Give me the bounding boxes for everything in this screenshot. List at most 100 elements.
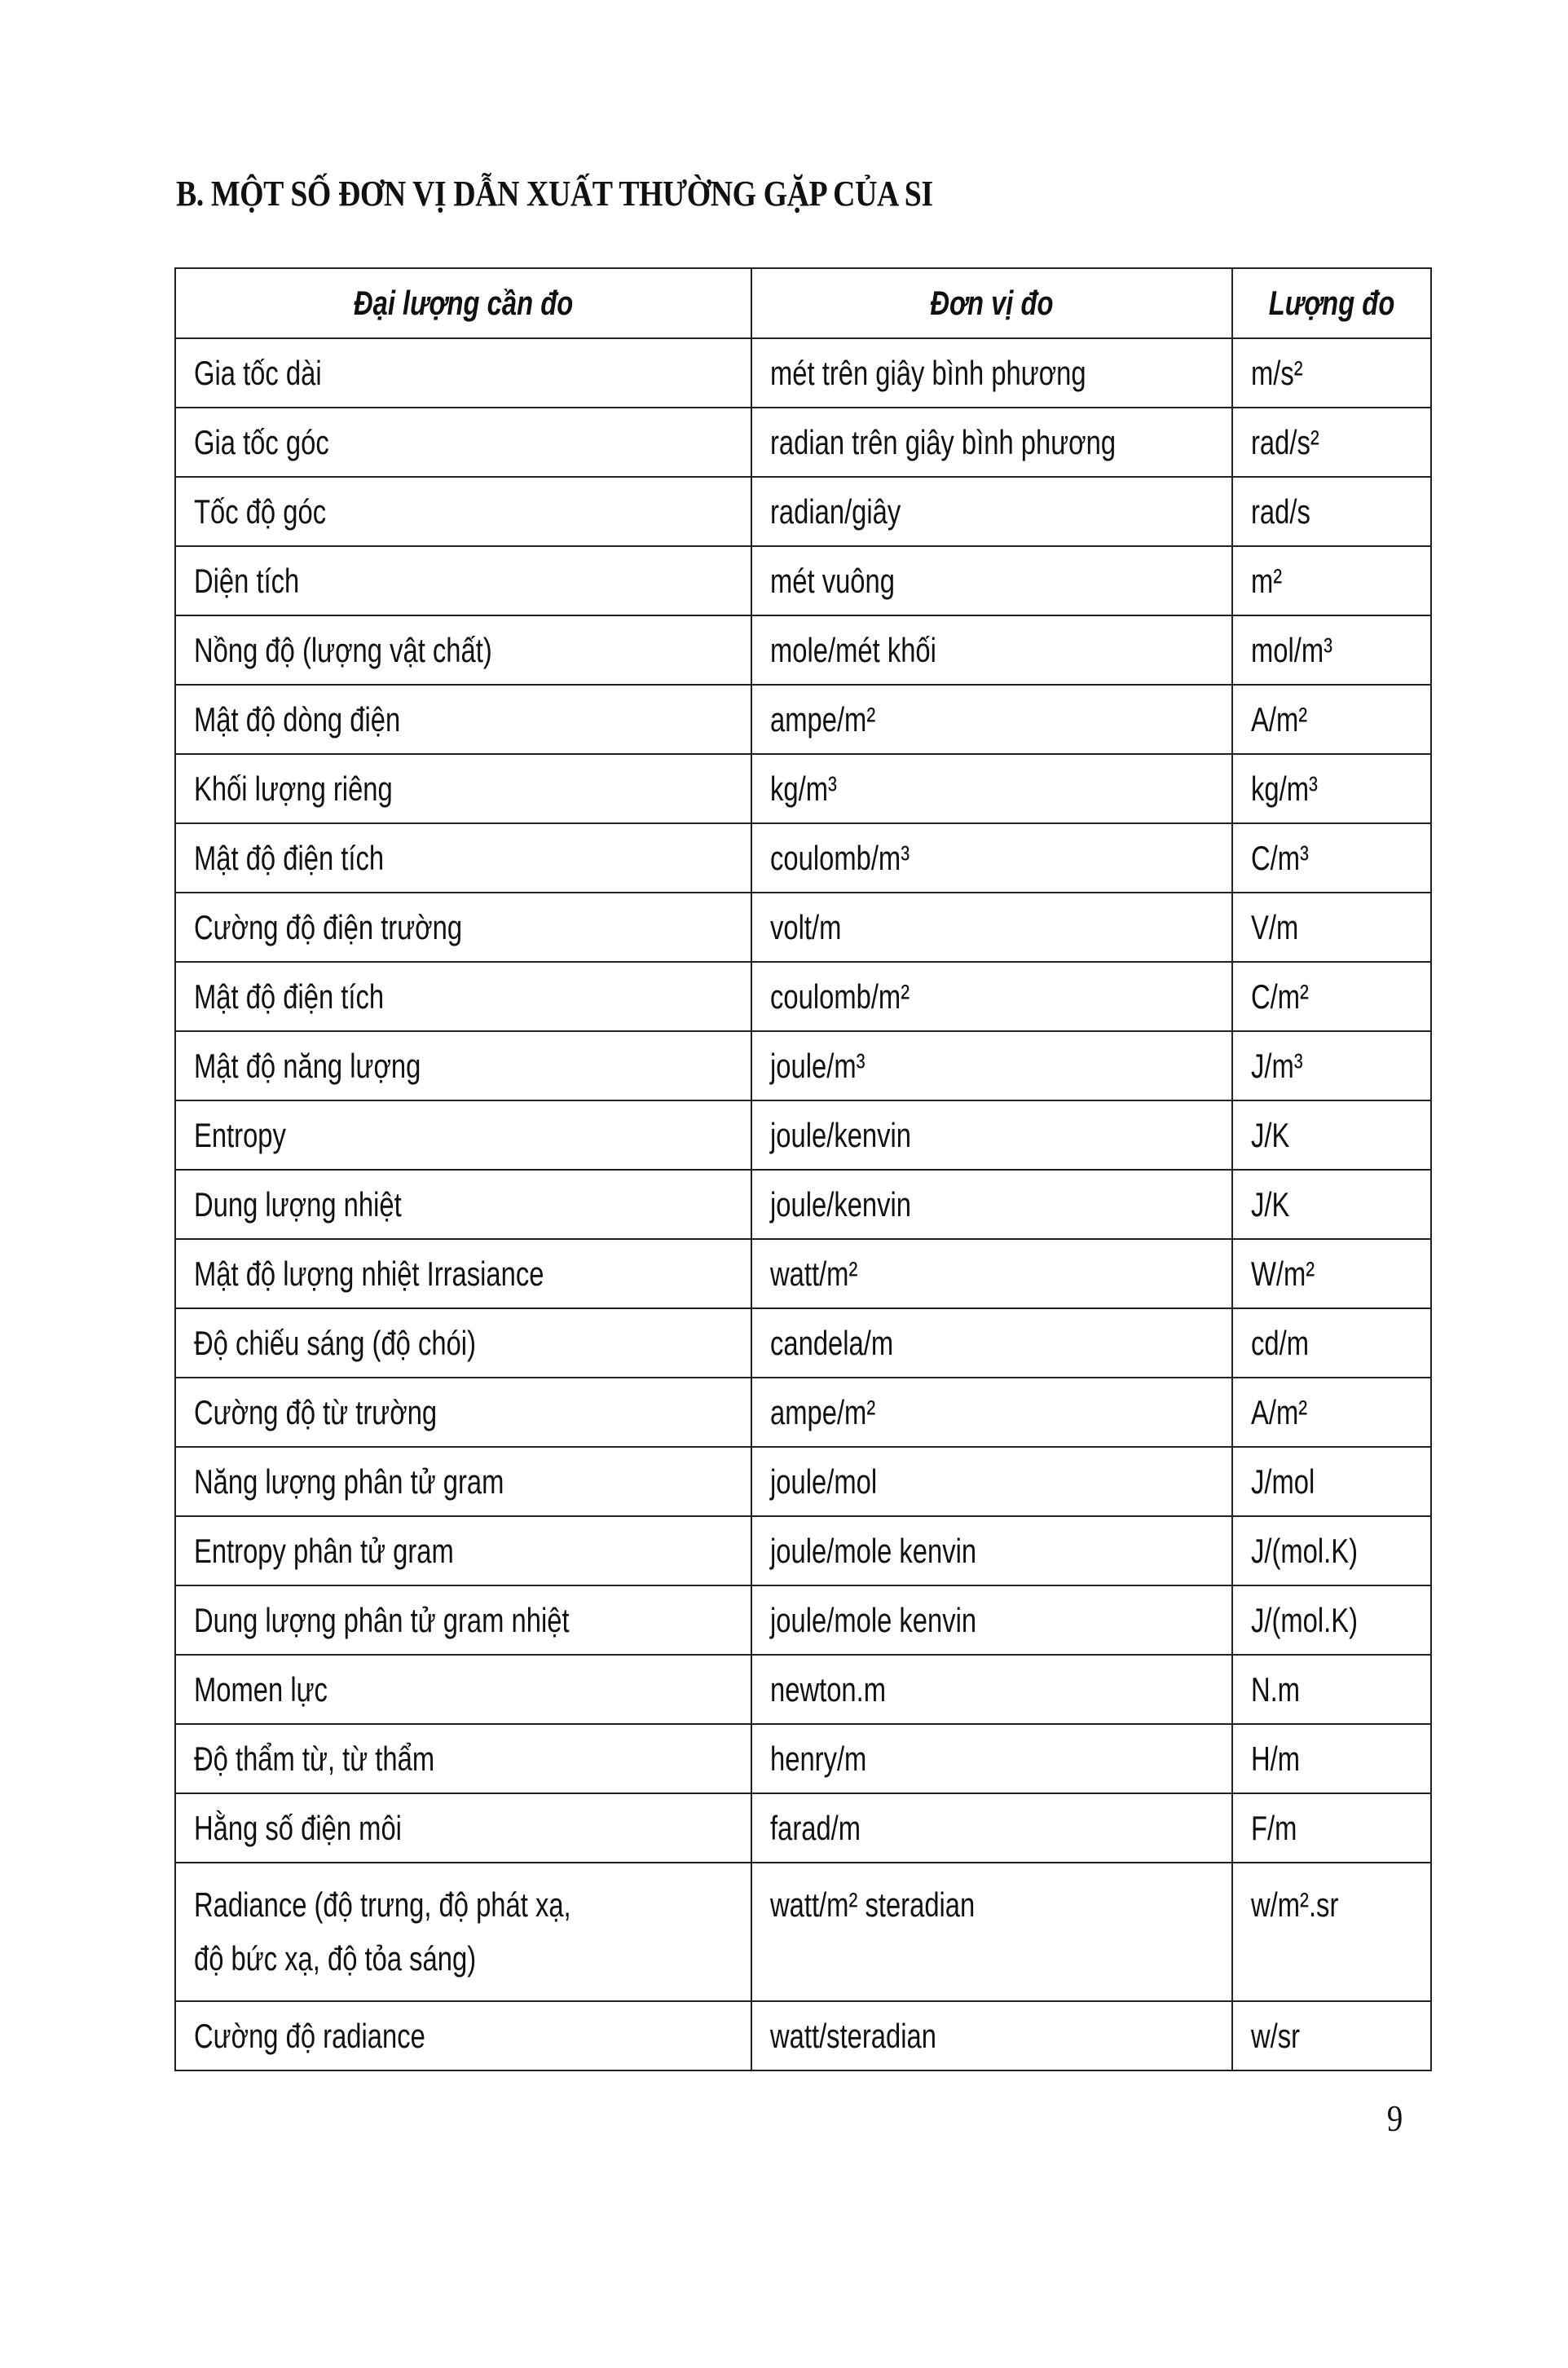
table-row: Mật độ điện tích coulomb/m³ C/m³ <box>174 822 1433 893</box>
cell-quantity: Độ thẩm từ, từ thẩm <box>174 1723 753 1794</box>
table-row: Gia tốc dài mét trên giây bình phương m/s² <box>174 337 1433 408</box>
cell-unit: ampe/m² <box>751 684 1233 755</box>
cell-quantity: Khối lượng riêng <box>174 753 753 824</box>
cell-text: Mật độ năng lượng <box>194 1046 421 1085</box>
cell-unit: radian/giây <box>751 476 1233 547</box>
cell-text: Mật độ dòng điện <box>194 699 401 739</box>
cell-text: Gia tốc dài <box>194 353 322 392</box>
cell-text: rad/s² <box>1250 422 1319 461</box>
cell-text: joule/mole kenvin <box>770 1531 977 1570</box>
cell-text: W/m² <box>1250 1254 1315 1293</box>
header-quantity: Đại lượng cần đo <box>174 267 753 339</box>
cell-quantity: Tốc độ góc <box>174 476 753 547</box>
cell-text: Entropy <box>194 1115 286 1154</box>
cell-text: Entropy phân tử gram <box>194 1531 454 1570</box>
cell-symbol: W/m² <box>1231 1238 1433 1309</box>
cell-symbol: J/mol <box>1231 1446 1433 1517</box>
cell-unit: coulomb/m³ <box>751 822 1233 893</box>
table-row: Diện tích mét vuông m² <box>174 545 1433 616</box>
cell-text: candela/m <box>770 1323 894 1362</box>
cell-symbol: C/m³ <box>1231 822 1433 893</box>
cell-text: Dung lượng nhiệt <box>194 1184 402 1224</box>
cell-symbol: w/m².sr <box>1231 1862 1433 2002</box>
cell-text: joule/kenvin <box>770 1184 912 1224</box>
cell-symbol: kg/m³ <box>1231 753 1433 824</box>
cell-text: joule/kenvin <box>770 1115 912 1154</box>
cell-text: joule/m³ <box>770 1046 865 1085</box>
cell-unit: mét vuông <box>751 545 1233 616</box>
cell-text: J/mol <box>1250 1462 1315 1501</box>
cell-text: watt/m² <box>770 1254 858 1293</box>
cell-text: Độ thẩm từ, từ thẩm <box>194 1739 435 1778</box>
table-row: Entropy joule/kenvin J/K <box>174 1100 1433 1171</box>
cell-unit: watt/steradian <box>751 2000 1233 2071</box>
cell-text: C/m² <box>1250 977 1309 1016</box>
cell-symbol: cd/m <box>1231 1307 1433 1378</box>
table-row: Dung lượng nhiệt joule/kenvin J/K <box>174 1169 1433 1240</box>
cell-text: volt/m <box>770 907 842 946</box>
cell-quantity: Mật độ năng lượng <box>174 1030 753 1101</box>
cell-quantity: Momen lực <box>174 1654 753 1725</box>
cell-text: coulomb/m³ <box>770 838 910 877</box>
cell-unit: watt/m² steradian <box>751 1862 1233 2002</box>
table-row: Độ chiếu sáng (độ chói) candela/m cd/m <box>174 1307 1433 1378</box>
cell-text: mét vuông <box>770 561 896 600</box>
table-row: Mật độ dòng điện ampe/m² A/m² <box>174 684 1433 755</box>
cell-text: F/m <box>1250 1808 1297 1847</box>
table-row: Độ thẩm từ, từ thẩm henry/m H/m <box>174 1723 1433 1794</box>
cell-text: Mật độ điện tích <box>194 977 385 1016</box>
cell-text: Độ chiếu sáng (độ chói) <box>194 1323 477 1362</box>
cell-symbol: rad/s² <box>1231 407 1433 478</box>
cell-unit: mole/mét khối <box>751 615 1233 686</box>
cell-text: Hằng số điện môi <box>194 1808 402 1847</box>
cell-text-line: Radiance (độ trưng, độ phát xạ, <box>194 1885 571 1924</box>
cell-quantity: Entropy phân tử gram <box>174 1515 753 1586</box>
cell-text: Mật độ điện tích <box>194 838 385 877</box>
cell-symbol: J/K <box>1231 1169 1433 1240</box>
table-row: Nồng độ (lượng vật chất) mole/mét khối mol… <box>174 615 1433 686</box>
cell-symbol: V/m <box>1231 892 1433 963</box>
cell-quantity: Nồng độ (lượng vật chất) <box>174 615 753 686</box>
cell-text: newton.m <box>770 1669 887 1709</box>
table-row: Radiance (độ trưng, độ phát xạ, độ bức xạ… <box>174 1862 1433 2002</box>
cell-text: w/sr <box>1250 2016 1300 2055</box>
cell-unit: radian trên giây bình phương <box>751 407 1233 478</box>
cell-text: V/m <box>1250 907 1299 946</box>
cell-text: Cường độ từ trường <box>194 1392 438 1431</box>
cell-unit: watt/m² <box>751 1238 1233 1309</box>
cell-text: J/m³ <box>1250 1046 1303 1085</box>
table-row: Cường độ điện trường volt/m V/m <box>174 892 1433 963</box>
cell-text: Mật độ lượng nhiệt Irrasiance <box>194 1254 544 1293</box>
cell-symbol: J/K <box>1231 1100 1433 1171</box>
cell-text-line: độ bức xạ, độ tỏa sáng) <box>194 1939 477 1978</box>
cell-symbol: w/sr <box>1231 2000 1433 2071</box>
cell-text: Diện tích <box>194 561 300 600</box>
cell-unit: candela/m <box>751 1307 1233 1378</box>
cell-unit: coulomb/m² <box>751 961 1233 1032</box>
table-row: Năng lượng phân tử gram joule/mol J/mol <box>174 1446 1433 1517</box>
cell-symbol: J/m³ <box>1231 1030 1433 1101</box>
cell-quantity: Dung lượng nhiệt <box>174 1169 753 1240</box>
header-unit: Đơn vị đo <box>751 267 1233 339</box>
table-row: Khối lượng riêng kg/m³ kg/m³ <box>174 753 1433 824</box>
cell-quantity: Entropy <box>174 1100 753 1171</box>
cell-text: watt/m² steradian <box>770 1885 976 1924</box>
cell-text: N.m <box>1250 1669 1300 1709</box>
cell-quantity: Diện tích <box>174 545 753 616</box>
cell-symbol: H/m <box>1231 1723 1433 1794</box>
cell-symbol: F/m <box>1231 1793 1433 1863</box>
cell-text: H/m <box>1250 1739 1300 1778</box>
cell-symbol: m/s² <box>1231 337 1433 408</box>
cell-text: ampe/m² <box>770 1392 876 1431</box>
cell-unit: joule/mole kenvin <box>751 1585 1233 1656</box>
cell-unit: joule/kenvin <box>751 1100 1233 1171</box>
table-row: Mật độ năng lượng joule/m³ J/m³ <box>174 1030 1433 1101</box>
cell-quantity: Mật độ dòng điện <box>174 684 753 755</box>
cell-quantity: Dung lượng phân tử gram nhiệt <box>174 1585 753 1656</box>
cell-quantity: Năng lượng phân tử gram <box>174 1446 753 1517</box>
table-row: Mật độ điện tích coulomb/m² C/m² <box>174 961 1433 1032</box>
table-row: Tốc độ góc radian/giây rad/s <box>174 476 1433 547</box>
cell-text: J/K <box>1250 1115 1290 1154</box>
cell-text: Momen lực <box>194 1669 328 1709</box>
cell-quantity: Gia tốc dài <box>174 337 753 408</box>
